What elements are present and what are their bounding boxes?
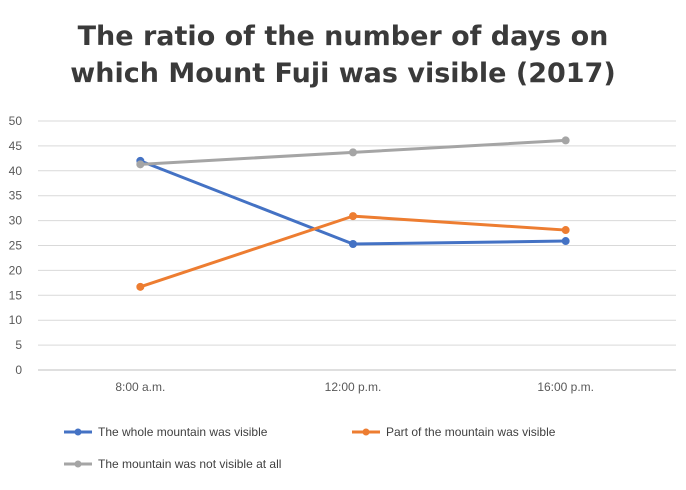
data-point xyxy=(136,160,145,169)
y-tick-label: 25 xyxy=(9,239,23,253)
y-tick-label: 35 xyxy=(9,189,23,203)
y-tick-label: 50 xyxy=(9,114,23,128)
y-tick-label: 45 xyxy=(9,139,23,153)
series-line-2 xyxy=(138,214,568,289)
y-tick-label: 30 xyxy=(9,214,23,228)
legend-label-1: The whole mountain was visible xyxy=(98,425,268,439)
data-point xyxy=(349,148,357,157)
y-tick-label: 5 xyxy=(15,338,22,352)
y-tick-label: 15 xyxy=(9,288,23,302)
legend-marker-1 xyxy=(74,428,82,436)
y-tick-label: 20 xyxy=(9,263,23,277)
legend-marker-2 xyxy=(362,428,370,436)
chart-title-line1: The ratio of the number of days on xyxy=(77,21,609,52)
chart-title: The ratio of the number of days on which… xyxy=(0,18,686,92)
y-tick-label: 40 xyxy=(9,164,23,178)
data-point xyxy=(349,212,357,221)
data-point xyxy=(349,240,357,249)
legend-label-2: Part of the mountain was visible xyxy=(386,425,556,439)
x-tick-label: 16:00 p.m. xyxy=(537,380,594,394)
y-tick-label: 10 xyxy=(9,313,23,327)
series-line-1 xyxy=(138,159,568,246)
x-tick-label: 8:00 a.m. xyxy=(115,380,165,394)
y-tick-label: 0 xyxy=(15,363,22,377)
data-point xyxy=(561,226,570,235)
data-point xyxy=(561,237,570,246)
data-point xyxy=(561,136,570,145)
chart-title-line2: which Mount Fuji was visible (2017) xyxy=(70,58,616,89)
legend-marker-3 xyxy=(74,460,82,468)
data-point xyxy=(136,282,145,291)
legend-label-3: The mountain was not visible at all xyxy=(98,457,281,471)
x-tick-label: 12:00 p.m. xyxy=(325,380,382,394)
